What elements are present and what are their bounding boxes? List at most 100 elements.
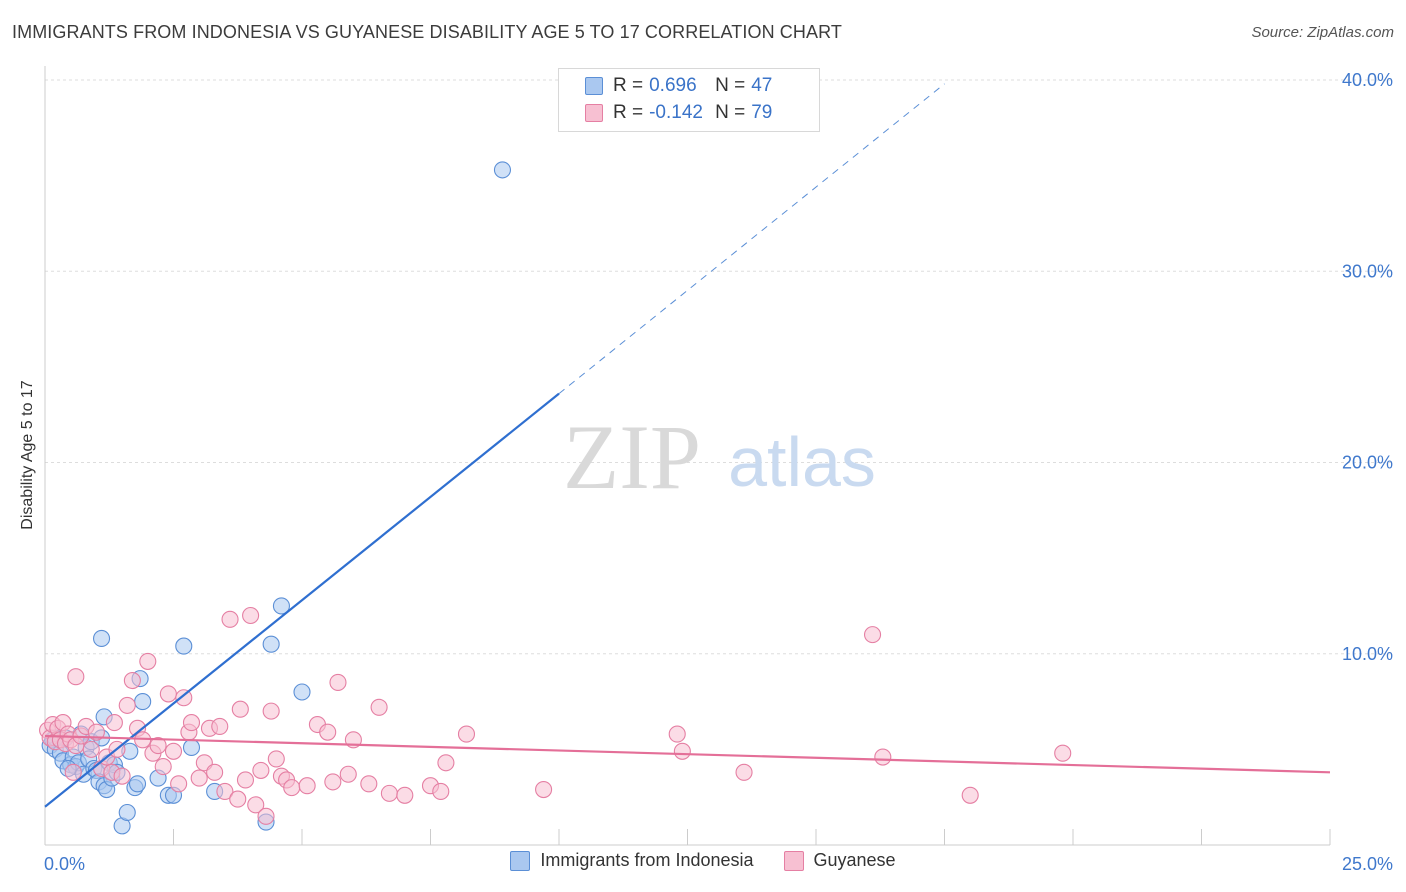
point-guyanese: [206, 763, 224, 781]
point-guyanese: [170, 775, 188, 793]
axes: [44, 66, 1331, 846]
point-guyanese: [252, 761, 270, 779]
point-guyanese: [339, 765, 357, 783]
watermark-zip: ZIP: [563, 406, 701, 508]
legend-r-label: R =: [613, 102, 644, 123]
trend-line-indonesia: [44, 392, 560, 808]
legend-n-value: 47: [751, 75, 773, 96]
legend-row-indonesia: R = 0.696 N = 47: [585, 74, 772, 98]
legend-n-label: N =: [715, 102, 746, 123]
legend-r-label: R =: [613, 75, 644, 96]
legend-r-value: 0.696: [649, 75, 697, 96]
point-guyanese: [247, 796, 265, 814]
point-guyanese: [324, 773, 342, 791]
point-guyanese: [175, 689, 193, 707]
point-indonesia: [118, 803, 136, 822]
point-guyanese: [437, 754, 455, 772]
point-guyanese: [432, 782, 450, 801]
point-guyanese: [159, 685, 177, 703]
legend-swatch-blue: [585, 77, 603, 95]
point-guyanese: [961, 786, 979, 804]
point-guyanese: [82, 740, 100, 758]
point-guyanese: [118, 696, 136, 714]
point-guyanese: [267, 750, 285, 768]
trend-lines: [44, 83, 1331, 808]
y-tick-label: 20.0%: [1342, 453, 1393, 473]
point-guyanese: [182, 714, 201, 732]
data-points: [39, 161, 1072, 835]
point-guyanese: [154, 758, 172, 776]
legend-r-value: -0.142: [649, 102, 703, 123]
y-tick-label: 30.0%: [1342, 261, 1393, 281]
point-guyanese: [164, 742, 183, 760]
x-tick-label: 25.0%: [1342, 854, 1393, 874]
point-guyanese: [221, 610, 239, 628]
point-guyanese: [105, 714, 123, 732]
point-guyanese: [673, 742, 691, 760]
point-guyanese: [123, 671, 141, 690]
point-guyanese: [735, 763, 753, 781]
legend-row-guyanese: R = -0.142 N = 79: [585, 101, 772, 125]
legend-n-label: N =: [715, 75, 746, 96]
series-legend: Immigrants from Indonesia Guyanese: [0, 850, 1406, 871]
point-guyanese: [535, 780, 553, 799]
y-tick-label: 40.0%: [1342, 70, 1393, 90]
point-guyanese: [242, 606, 260, 625]
trend-line-guyanese: [44, 734, 1331, 774]
point-guyanese: [216, 782, 234, 801]
chart-title: IMMIGRANTS FROM INDONESIA VS GUYANESE DI…: [12, 22, 842, 42]
point-guyanese: [229, 790, 247, 808]
point-guyanese: [149, 736, 167, 755]
series-swatch-blue: [510, 850, 531, 871]
trend-line-indonesia-extension: [558, 83, 945, 395]
point-guyanese: [298, 777, 316, 795]
point-guyanese: [396, 786, 414, 804]
tick-labels: 10.0% 20.0% 30.0% 40.0% 0.0% 25.0%: [44, 70, 1393, 874]
x-tick-label: 0.0%: [44, 854, 85, 874]
point-indonesia: [134, 693, 152, 711]
point-indonesia: [128, 775, 147, 793]
point-guyanese: [863, 626, 882, 644]
point-guyanese: [668, 725, 686, 743]
series-legend-guyanese: Guyanese: [783, 850, 896, 871]
point-guyanese: [1054, 744, 1072, 762]
point-guyanese: [211, 717, 229, 735]
series-legend-indonesia: Immigrants from Indonesia: [510, 850, 754, 871]
watermark: ZIP atlas: [563, 406, 876, 508]
point-guyanese: [190, 769, 208, 787]
point-guyanese: [139, 652, 157, 670]
legend-swatch-pink: [585, 104, 603, 122]
point-guyanese: [231, 700, 249, 718]
series-legend-label: Guyanese: [813, 850, 896, 870]
series-legend-label: Immigrants from Indonesia: [540, 850, 754, 870]
point-guyanese: [319, 723, 337, 741]
point-guyanese: [113, 767, 131, 785]
point-guyanese: [874, 748, 892, 766]
point-guyanese: [360, 775, 378, 793]
point-guyanese: [380, 784, 398, 802]
point-indonesia: [92, 629, 111, 648]
point-indonesia: [272, 597, 290, 615]
legend-n-value: 79: [751, 102, 773, 123]
source-label: Source: ZipAtlas.com: [1251, 24, 1394, 41]
point-guyanese: [329, 673, 347, 691]
point-guyanese: [257, 807, 275, 825]
watermark-atlas: atlas: [728, 423, 876, 501]
point-guyanese: [64, 763, 82, 781]
y-tick-label: 10.0%: [1342, 644, 1393, 664]
point-guyanese: [370, 698, 388, 716]
point-indonesia: [175, 637, 193, 655]
point-guyanese: [283, 779, 301, 797]
point-indonesia: [293, 683, 311, 701]
point-guyanese: [262, 702, 280, 720]
point-guyanese: [87, 723, 105, 741]
point-indonesia: [493, 161, 512, 179]
grid-lines: [45, 79, 1392, 655]
series-swatch-pink: [783, 850, 804, 871]
point-indonesia: [262, 635, 280, 653]
point-guyanese: [457, 725, 476, 743]
correlation-legend: R = 0.696 N = 47 R = -0.142 N = 79: [558, 68, 820, 132]
point-guyanese: [67, 668, 85, 686]
point-indonesia: [182, 738, 201, 757]
